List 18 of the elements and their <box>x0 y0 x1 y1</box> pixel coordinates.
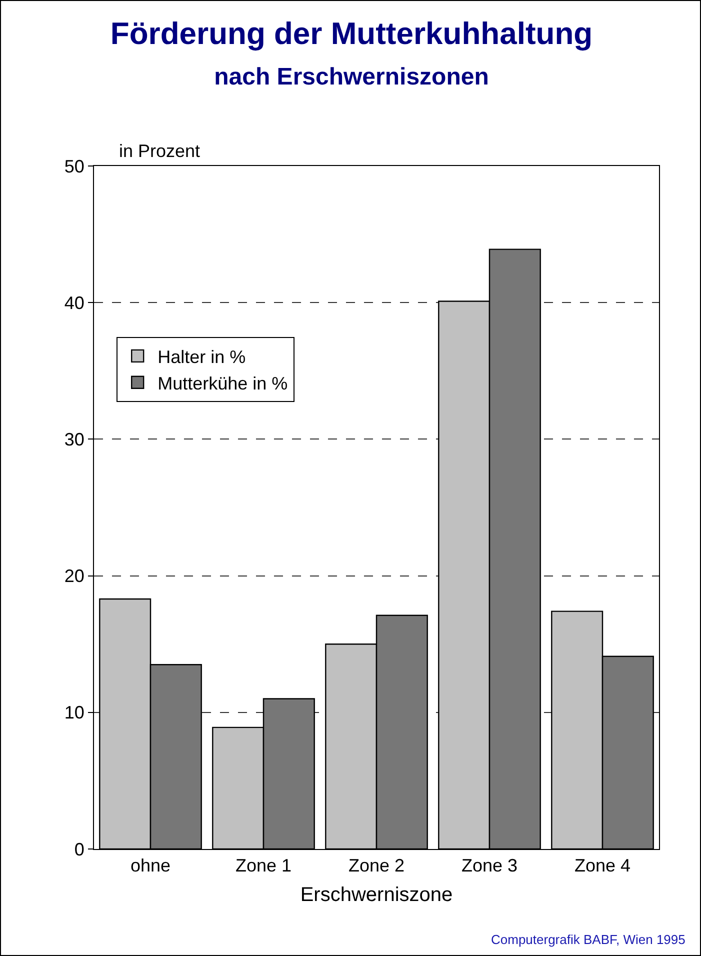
y-tick-label: 40 <box>64 292 84 313</box>
legend-label: Mutterkühe in % <box>158 373 288 394</box>
x-axis-title: Erschwerniszone <box>300 884 453 906</box>
legend-label: Halter in % <box>158 346 246 367</box>
chart-subtitle: nach Erschwerniszonen <box>214 63 489 90</box>
chart-title: Förderung der Mutterkuhhaltung <box>110 16 593 52</box>
x-tick-label: ohne <box>130 856 171 876</box>
y-tick-label: 20 <box>64 566 84 586</box>
x-tick-label: Zone 3 <box>461 856 518 876</box>
y-axis-title: in Prozent <box>119 141 200 161</box>
text: Computergrafik BABF, Wien 1995 <box>491 932 686 947</box>
x-tick-label: Zone 2 <box>348 856 405 876</box>
y-tick-label: 0 <box>74 839 84 860</box>
x-tick-label: Zone 1 <box>235 856 292 876</box>
y-tick-label: 10 <box>64 702 84 723</box>
x-tick-label: Zone 4 <box>574 856 631 876</box>
y-tick-label: 50 <box>64 156 84 176</box>
y-tick-label: 30 <box>64 430 84 450</box>
